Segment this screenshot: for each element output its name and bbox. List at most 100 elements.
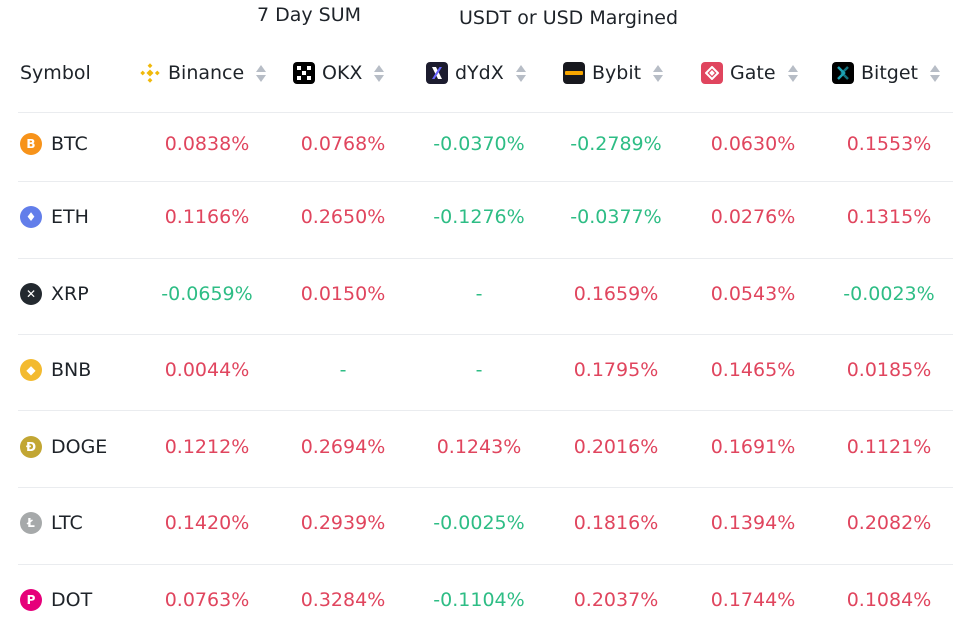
column-header-okx[interactable]: OKX (293, 58, 385, 88)
sort-icon[interactable] (929, 64, 940, 82)
rate-cell-bybit: 0.1816% (573, 512, 659, 534)
row-divider (18, 564, 953, 565)
column-header-gate[interactable]: Gate (701, 58, 798, 88)
sort-icon[interactable] (515, 64, 526, 82)
symbol-label: ETH (51, 206, 89, 228)
rate-cell-binance: 0.0838% (164, 133, 250, 155)
rate-cell-gate: 0.1465% (710, 359, 796, 381)
ltc-icon: Ł (20, 512, 42, 534)
rate-cell-binance: 0.1212% (164, 436, 250, 458)
symbol-label: BTC (51, 133, 88, 155)
rate-cell-gate: 0.1744% (710, 589, 796, 611)
coin-glyph: Ł (27, 516, 35, 530)
sort-icon[interactable] (787, 64, 798, 82)
rate-cell-okx: 0.0150% (300, 283, 386, 305)
dydx-header-label: dYdX (455, 62, 504, 84)
symbol-label: BNB (51, 359, 92, 381)
rate-cell-gate: 0.1691% (710, 436, 796, 458)
rate-cell-binance: 0.1166% (164, 206, 250, 228)
rate-cell-bybit: -0.2789% (570, 133, 662, 155)
symbol-column-header: Symbol (20, 58, 91, 88)
period-label: 7 Day SUM (257, 4, 362, 26)
rate-cell-binance: -0.0659% (161, 283, 253, 305)
okx-header-label: OKX (322, 62, 363, 84)
rate-cell-gate: 0.0630% (710, 133, 796, 155)
table-row[interactable]: B BTC 0.0838% 0.0768% -0.0370% -0.2789% 0.0630… (0, 124, 953, 164)
rate-cell-dydx: - (475, 283, 483, 305)
symbol-cell: Ł LTC (20, 503, 83, 543)
symbol-header-label: Symbol (20, 62, 91, 84)
column-header-bybit[interactable]: Bybit (563, 58, 664, 88)
table-row[interactable]: Ð DOGE 0.1212% 0.2694% 0.1243% 0.2016% 0.1691%… (0, 427, 953, 467)
column-header-dydx[interactable]: dYdX (426, 58, 526, 88)
row-divider (18, 258, 953, 259)
rate-cell-dydx: - (475, 359, 483, 381)
rate-cell-bybit: -0.0377% (570, 206, 662, 228)
binance-header-label: Binance (168, 62, 245, 84)
rate-cell-okx: 0.2694% (300, 436, 386, 458)
row-divider (18, 487, 953, 488)
rate-cell-bitget: 0.1553% (846, 133, 932, 155)
table-row[interactable]: ♦ ETH 0.1166% 0.2650% -0.1276% -0.0377% 0.0276… (0, 197, 953, 237)
coin-glyph: Ð (25, 440, 37, 454)
rate-cell-bybit: 0.2016% (573, 436, 659, 458)
coin-glyph: ✕ (25, 287, 37, 301)
rate-cell-bybit: 0.1659% (573, 283, 659, 305)
table-row[interactable]: ◆ BNB 0.0044% - - 0.1795% 0.1465% 0.0185% (0, 350, 953, 390)
rate-cell-okx: - (339, 359, 347, 381)
bnb-icon: ◆ (20, 359, 42, 381)
symbol-cell: Ð DOGE (20, 427, 107, 467)
table-row[interactable]: ✕ XRP -0.0659% 0.0150% - 0.1659% 0.0543% -0.002… (0, 274, 953, 314)
rate-cell-bitget: 0.1121% (846, 436, 932, 458)
doge-icon: Ð (20, 436, 42, 458)
rate-cell-bitget: 0.1084% (846, 589, 932, 611)
column-header-binance[interactable]: Binance (139, 58, 267, 88)
rate-cell-bitget: 0.0185% (846, 359, 932, 381)
gate-icon (701, 62, 723, 84)
coin-glyph: ◆ (26, 363, 36, 377)
coin-glyph: B (26, 137, 36, 151)
rate-cell-dydx: -0.0370% (433, 133, 525, 155)
rate-cell-bybit: 0.1795% (573, 359, 659, 381)
rate-cell-gate: 0.1394% (710, 512, 796, 534)
margin-type-label: USDT or USD Margined (459, 7, 679, 29)
row-divider (18, 410, 953, 411)
rate-cell-dydx: -0.1276% (433, 206, 525, 228)
rate-cell-binance: 0.0044% (164, 359, 250, 381)
bitget-icon (832, 62, 854, 84)
coin-glyph: P (26, 593, 36, 607)
sort-icon[interactable] (256, 64, 267, 82)
row-divider (18, 181, 953, 182)
rate-cell-okx: 0.2939% (300, 512, 386, 534)
symbol-label: DOGE (51, 436, 108, 458)
table-row[interactable]: P DOT 0.0763% 0.3284% -0.1104% 0.2037% 0.1744%… (0, 580, 953, 620)
sort-icon[interactable] (653, 64, 664, 82)
sort-icon[interactable] (374, 64, 385, 82)
bitget-header-label: Bitget (861, 62, 918, 84)
symbol-label: XRP (51, 283, 89, 305)
rate-cell-gate: 0.0276% (710, 206, 796, 228)
xrp-icon: ✕ (20, 283, 42, 305)
row-divider (18, 334, 953, 335)
okx-icon (293, 62, 315, 84)
rate-cell-dydx: 0.1243% (436, 436, 522, 458)
dot-icon: P (20, 589, 42, 611)
btc-icon: B (20, 133, 42, 155)
symbol-cell: ✕ XRP (20, 274, 89, 314)
symbol-label: LTC (51, 512, 83, 534)
row-divider (18, 112, 953, 113)
symbol-cell: ◆ BNB (20, 350, 91, 390)
table-row[interactable]: Ł LTC 0.1420% 0.2939% -0.0025% 0.1816% 0.1394%… (0, 503, 953, 543)
symbol-cell: P DOT (20, 580, 92, 620)
rate-cell-bitget: 0.2082% (846, 512, 932, 534)
rate-cell-okx: 0.0768% (300, 133, 386, 155)
rate-cell-okx: 0.3284% (300, 589, 386, 611)
binance-icon (139, 62, 161, 84)
rate-cell-dydx: -0.0025% (433, 512, 525, 534)
column-header-bitget[interactable]: Bitget (832, 58, 940, 88)
symbol-cell: ♦ ETH (20, 197, 89, 237)
bybit-icon (563, 62, 585, 84)
eth-icon: ♦ (20, 206, 42, 228)
bybit-header-label: Bybit (592, 62, 642, 84)
symbol-cell: B BTC (20, 124, 88, 164)
